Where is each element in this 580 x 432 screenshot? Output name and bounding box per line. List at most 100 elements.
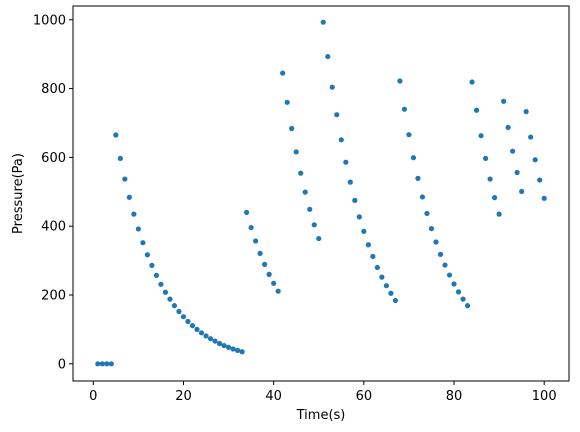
data-point [469, 79, 475, 85]
data-point [117, 155, 123, 162]
data-point [352, 197, 358, 203]
data-point [289, 125, 295, 132]
data-point [108, 361, 114, 367]
data-point [424, 210, 430, 217]
data-point [433, 239, 439, 245]
x-tick-label: 80 [446, 389, 463, 404]
data-point [537, 177, 543, 183]
data-point [496, 211, 502, 217]
data-point [234, 347, 241, 353]
data-point [379, 274, 385, 280]
x-tick-label: 100 [532, 389, 557, 404]
data-point [410, 155, 417, 161]
data-point [180, 314, 187, 320]
data-point [149, 262, 155, 268]
data-point [325, 53, 331, 60]
data-point [104, 361, 110, 367]
data-point [176, 308, 182, 315]
data-point [135, 226, 141, 232]
data-point [316, 235, 322, 242]
data-point [460, 296, 466, 302]
data-point [162, 289, 169, 295]
data-point [388, 290, 394, 296]
y-tick-label: 1000 [33, 13, 66, 28]
x-tick-label: 40 [265, 389, 282, 404]
data-point [356, 214, 362, 220]
x-tick-label: 0 [89, 389, 97, 404]
data-point [455, 289, 462, 295]
plot-frame [72, 5, 570, 382]
data-point [329, 84, 335, 90]
data-point [320, 19, 326, 25]
data-point [338, 137, 344, 143]
x-axis-label: Time(s) [296, 408, 346, 423]
data-point [171, 303, 178, 309]
data-point [131, 211, 137, 217]
data-point [99, 361, 105, 367]
data-point [198, 330, 205, 336]
x-tick-label: 60 [356, 389, 373, 404]
data-point [505, 124, 511, 131]
data-point [370, 253, 376, 260]
data-point [266, 271, 272, 277]
data-point [212, 338, 218, 344]
data-point [514, 169, 520, 176]
data-point [532, 157, 538, 163]
data-point [144, 252, 150, 258]
data-point [343, 159, 349, 165]
data-point [244, 209, 250, 216]
data-point [482, 155, 489, 162]
data-point [203, 333, 209, 339]
y-tick-label: 400 [41, 220, 66, 235]
data-point [153, 272, 160, 278]
data-point [271, 280, 277, 286]
data-point [207, 336, 214, 342]
data-point [216, 340, 223, 347]
data-point [406, 132, 412, 138]
data-point [437, 251, 444, 257]
y-axis-ticks: 0 200 400 600 800 1000 [33, 13, 73, 372]
data-point [451, 281, 457, 287]
data-point [257, 250, 263, 256]
y-axis-label: Pressure(Pa) [11, 153, 26, 234]
data-point [185, 318, 191, 325]
data-point [392, 297, 398, 304]
data-point [523, 109, 529, 115]
data-point [383, 283, 389, 289]
data-point [262, 261, 268, 267]
data-point [189, 323, 196, 329]
data-point [541, 195, 547, 201]
data-point [501, 98, 507, 104]
data-point [473, 107, 480, 113]
y-tick-label: 800 [41, 82, 66, 97]
y-tick-label: 600 [41, 151, 66, 166]
data-point [298, 170, 304, 176]
data-point [194, 326, 200, 332]
data-point [253, 238, 259, 244]
data-point [415, 175, 421, 181]
data-point [113, 132, 119, 138]
data-point [478, 133, 484, 139]
data-point [374, 264, 380, 271]
data-point [95, 361, 101, 367]
data-point [334, 112, 340, 118]
data-point [248, 224, 254, 231]
data-point [519, 188, 525, 195]
data-point [140, 240, 146, 246]
data-point [311, 222, 317, 228]
data-point [307, 206, 313, 212]
y-tick-label: 0 [58, 357, 66, 372]
x-axis-ticks: 0 20 40 60 80 100 [89, 381, 557, 404]
data-point [365, 242, 371, 248]
data-point [528, 134, 534, 140]
data-point [302, 189, 308, 195]
data-point [167, 296, 173, 302]
data-point [464, 303, 471, 309]
data-point [293, 149, 299, 155]
data-point [401, 106, 408, 112]
data-point [158, 281, 164, 287]
data-point [284, 99, 290, 105]
data-point [221, 342, 227, 349]
